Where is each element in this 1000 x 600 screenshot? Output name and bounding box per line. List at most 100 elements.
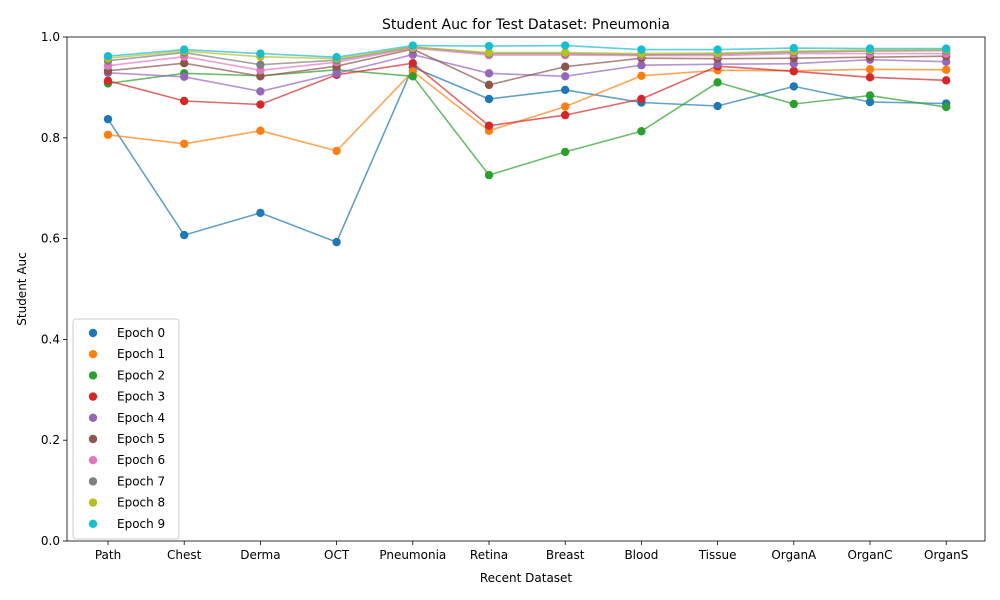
y-tick-label: 1.0 — [41, 30, 60, 44]
data-point — [103, 130, 113, 139]
series-epoch-4 — [103, 50, 951, 96]
data-point — [484, 80, 494, 90]
series-line — [107, 66, 947, 244]
y-axis-label: Student Auc — [15, 252, 29, 325]
data-point — [332, 52, 341, 62]
data-point — [865, 65, 875, 74]
x-tick-label: OrganA — [771, 548, 817, 562]
x-tick-label: OrganC — [847, 548, 892, 562]
legend-marker — [88, 434, 98, 444]
series-line — [107, 47, 947, 72]
legend-marker — [88, 498, 98, 507]
data-point — [103, 114, 113, 124]
data-point — [484, 41, 494, 51]
series-line — [107, 48, 947, 86]
data-point — [865, 73, 875, 82]
series-line — [107, 68, 947, 152]
x-axis-ticks: Path Chest Derma OCT Pneumonia Retina Breast Bl… — [95, 541, 968, 562]
data-point — [561, 147, 570, 157]
data-point — [561, 72, 570, 81]
data-point — [561, 48, 570, 57]
data-point — [561, 85, 570, 95]
series-line — [107, 46, 947, 60]
series-line — [107, 62, 947, 127]
data-point — [789, 43, 798, 53]
data-point — [180, 59, 189, 68]
legend-label: Epoch 9 — [117, 517, 165, 531]
legend-marker — [88, 328, 98, 338]
data-point — [180, 96, 189, 106]
legend-label: Epoch 6 — [117, 453, 165, 467]
data-point — [256, 100, 265, 109]
data-point — [561, 62, 570, 71]
legend-label: Epoch 1 — [117, 347, 165, 361]
data-point — [484, 121, 494, 130]
data-point — [637, 94, 646, 104]
data-point — [561, 41, 570, 50]
data-point — [865, 44, 875, 53]
plot-area — [67, 37, 985, 541]
data-point — [789, 67, 798, 76]
y-axis-ticks: 0.0 0.2 0.4 0.6 0.8 1.0 — [41, 30, 67, 548]
series-layer — [103, 41, 951, 247]
legend-marker — [88, 413, 98, 422]
legend-frame — [72, 318, 180, 540]
data-point — [180, 139, 189, 149]
data-point — [637, 127, 646, 136]
data-point — [180, 230, 189, 240]
chart-title: Student Auc for Test Dataset: Pneumonia — [382, 17, 670, 33]
plot-frame — [66, 36, 986, 542]
legend-marker — [88, 371, 98, 380]
data-point — [713, 78, 722, 87]
data-point — [637, 45, 646, 54]
legend-label: Epoch 4 — [117, 411, 165, 425]
data-point — [332, 237, 341, 247]
series-epoch-9 — [103, 41, 951, 62]
legend-label: Epoch 8 — [117, 496, 165, 510]
y-tick-label: 0.4 — [41, 332, 60, 346]
x-tick-label: Blood — [624, 548, 658, 562]
legend-label: Epoch 7 — [117, 474, 165, 488]
data-point — [713, 101, 722, 111]
data-point — [561, 110, 570, 120]
x-tick-label: Tissue — [698, 548, 737, 562]
x-tick-label: Pneumonia — [379, 548, 446, 562]
data-point — [484, 170, 494, 180]
data-point — [789, 99, 798, 109]
legend-marker — [88, 392, 98, 401]
data-point — [256, 87, 265, 96]
data-point — [484, 69, 494, 78]
data-point — [332, 146, 341, 156]
data-point — [256, 72, 265, 81]
data-point — [256, 60, 265, 69]
data-point — [408, 59, 417, 68]
series-line — [107, 68, 947, 177]
legend: Epoch 0 Epoch 1 Epoch 2 Epoch 3 Epoch 4 Epoch… — [72, 318, 180, 540]
x-tick-label: OCT — [324, 548, 350, 562]
legend-label: Epoch 3 — [117, 390, 165, 404]
data-point — [484, 94, 494, 104]
data-point — [789, 82, 798, 91]
axes-layer — [66, 36, 986, 542]
data-point — [713, 45, 722, 54]
data-point — [865, 91, 875, 100]
data-point — [637, 71, 646, 81]
y-tick-label: 0.2 — [41, 433, 60, 447]
x-tick-label: Path — [95, 548, 121, 562]
data-point — [180, 45, 189, 54]
legend-marker — [88, 477, 98, 486]
legend-marker — [88, 456, 98, 465]
series-line — [107, 46, 947, 66]
y-tick-label: 0.0 — [41, 534, 60, 548]
data-point — [942, 65, 951, 74]
data-point — [408, 41, 417, 50]
data-point — [103, 51, 113, 61]
legend-label: Epoch 0 — [117, 326, 165, 340]
y-tick-label: 0.8 — [41, 131, 60, 145]
x-tick-label: Derma — [240, 548, 280, 562]
x-tick-label: Retina — [470, 548, 508, 562]
data-point — [332, 69, 341, 78]
x-axis-label: Recent Dataset — [480, 571, 573, 585]
data-point — [256, 49, 265, 58]
